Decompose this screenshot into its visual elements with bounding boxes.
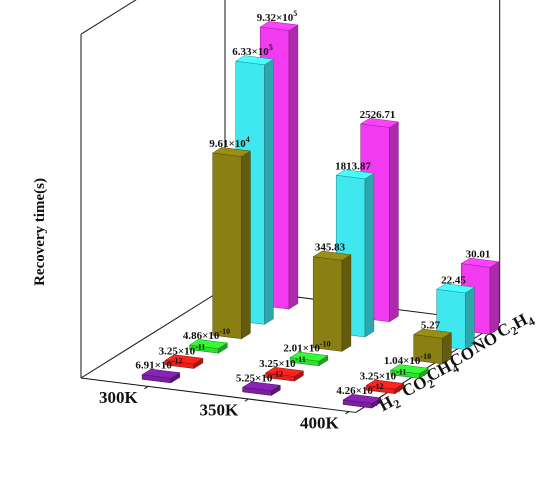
- frame-edge: [355, 322, 500, 413]
- x-tick-mark: [244, 398, 249, 402]
- bar-side-face: [389, 121, 399, 323]
- x-tick-label: 300K: [99, 388, 139, 407]
- bar-co2-300K: [164, 354, 204, 369]
- value-label: 4.86×10-10: [183, 327, 230, 342]
- bar-co-300K: [211, 147, 252, 340]
- frame-edge: [80, 287, 226, 379]
- depth-tick-label: C2H4: [494, 307, 537, 344]
- x-tick-mark: [345, 411, 350, 415]
- value-label: 6.91×10-12: [135, 357, 182, 372]
- value-label: 3.25×10-11: [159, 342, 206, 357]
- bar-top-face: [412, 328, 453, 339]
- bar-ch4-300K: [188, 339, 229, 354]
- value-label-group: 9.32×105 2526.71 30.01 6.33×105 1813.87 22.45…: [135, 9, 490, 397]
- value-label: 2.01×10-10: [283, 340, 330, 355]
- x-tick-label: 350K: [199, 401, 239, 420]
- bar-h2-300K: [141, 368, 181, 384]
- value-label: 22.45: [441, 274, 466, 286]
- bar-top-face: [289, 351, 329, 362]
- bar-group: [141, 21, 500, 409]
- value-label: 3.25×10-11: [360, 368, 407, 383]
- bar-top-face: [389, 364, 430, 375]
- x-tick-label: 400K: [300, 413, 340, 432]
- bar-ch4-350K: [289, 351, 329, 367]
- bar-h2-350K: [241, 381, 282, 396]
- bar-co2-400K: [365, 379, 405, 395]
- value-label: 9.32×105: [257, 9, 298, 24]
- value-label: 345.83: [315, 242, 346, 254]
- x-tick-mark: [144, 385, 149, 390]
- bar-front-face: [212, 152, 242, 340]
- bar-co-400K: [412, 328, 453, 365]
- value-label: 1813.87: [335, 160, 371, 172]
- bar-top-face: [460, 257, 500, 268]
- bar-top-face: [141, 368, 181, 379]
- value-label: 5.27: [421, 320, 441, 332]
- value-label: 1.04×10-10: [384, 352, 431, 367]
- bar-side-face: [288, 24, 299, 310]
- value-label: 30.01: [466, 249, 491, 261]
- bar-ch4-400K: [389, 364, 430, 379]
- bar-top-face: [164, 354, 204, 365]
- depth-tick-label: H2: [376, 389, 403, 417]
- bar-top-face: [312, 250, 352, 261]
- bar-top-face: [342, 394, 382, 404]
- bar-side-face: [241, 150, 251, 340]
- bar-side-face: [364, 172, 375, 338]
- bar-top-face: [264, 367, 305, 377]
- bar-top-face: [435, 283, 476, 294]
- frame-edge: [80, 377, 356, 413]
- value-label: 4.26×10-12: [336, 382, 383, 397]
- bar-top-face: [188, 339, 229, 349]
- bar-top-face: [241, 381, 282, 392]
- bar-top-face: [365, 379, 405, 390]
- bar-top-face: [359, 118, 400, 128]
- value-label: 2526.71: [360, 109, 396, 121]
- bar-top-face: [259, 21, 299, 31]
- bar-top-face: [211, 147, 252, 157]
- bar-h2-400K: [342, 394, 382, 409]
- bar-top-face: [234, 55, 275, 66]
- bar-side-face: [264, 58, 274, 325]
- bar-co-350K: [312, 250, 352, 352]
- y-axis-label: Recovery time(s): [32, 178, 48, 286]
- value-label: 6.33×105: [232, 43, 273, 58]
- bar-front-face: [312, 256, 343, 352]
- value-label: 9.61×104: [209, 135, 250, 150]
- value-label: 3.25×10-11: [259, 355, 306, 370]
- frame-edge: [80, 0, 137, 35]
- bar-side-face: [341, 254, 352, 352]
- bar-co2-350K: [264, 367, 305, 382]
- value-label: 5.25×10-12: [236, 369, 283, 384]
- bar-top-face: [335, 169, 375, 180]
